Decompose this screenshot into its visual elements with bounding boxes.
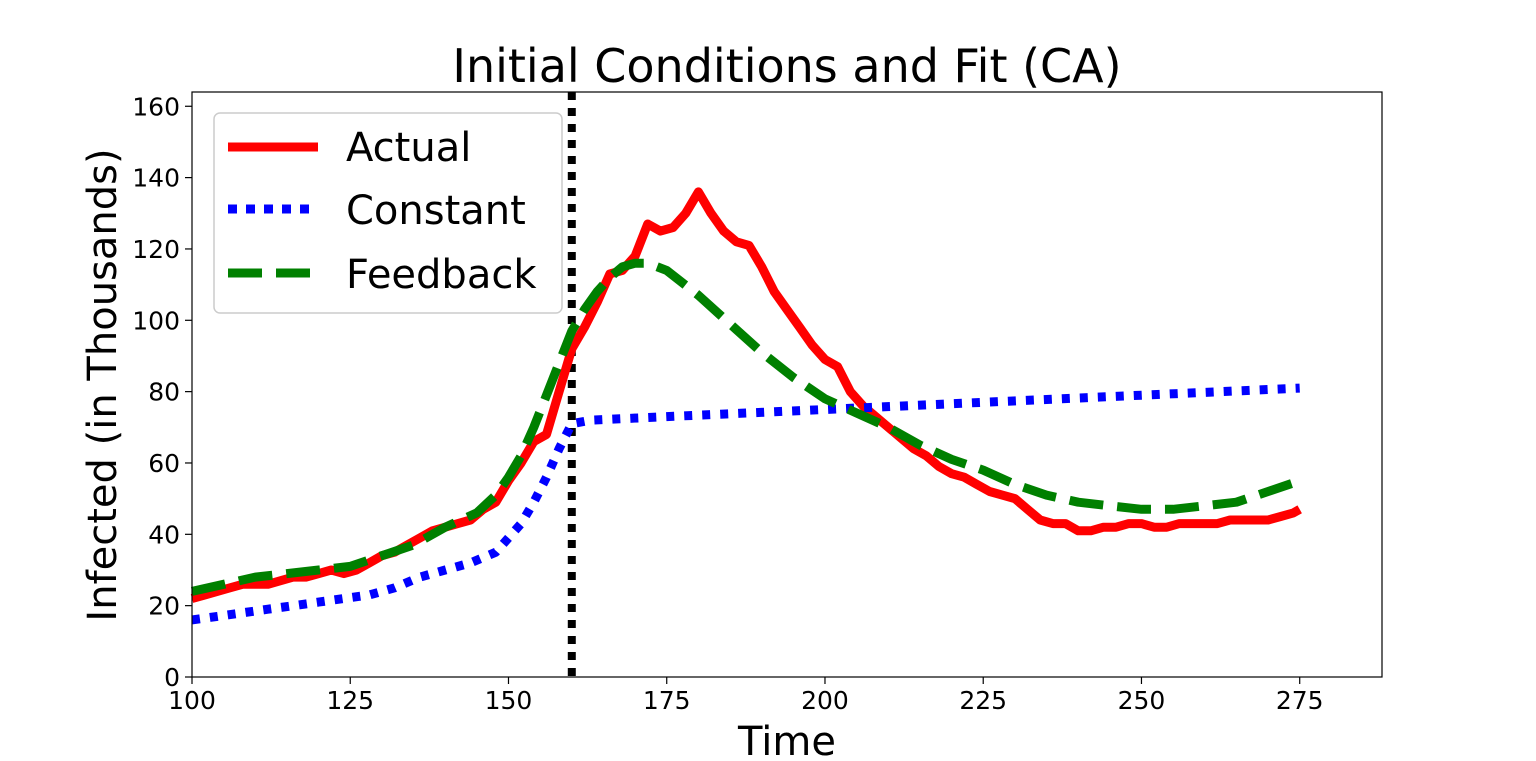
x-tick-label: 175 xyxy=(643,686,691,715)
series-layer xyxy=(190,187,1302,625)
series-line-feedback xyxy=(191,258,1302,596)
x-tick-label: 200 xyxy=(801,686,849,715)
y-axis-label: Infected (in Thousands) xyxy=(80,148,126,621)
legend-box xyxy=(213,112,563,314)
y-tick-label: 0 xyxy=(164,663,180,692)
y-tick-label: 80 xyxy=(148,378,180,407)
legend-label-constant: Constant xyxy=(346,188,526,234)
series-line-actual xyxy=(190,187,1302,603)
legend-label-feedback: Feedback xyxy=(346,252,537,298)
y-tick-label: 40 xyxy=(148,520,180,549)
y-tick-label: 160 xyxy=(132,92,180,121)
y-tick-label: 120 xyxy=(132,235,180,264)
y-tick-label: 20 xyxy=(148,592,180,621)
x-tick-label: 250 xyxy=(1118,686,1166,715)
axes-layer: 100 125 150 175 200 225 250 275 0 20 40 60 80 100 120 1… xyxy=(132,91,1383,715)
y-tick-label: 140 xyxy=(132,164,180,193)
y-tick-label: 60 xyxy=(148,449,180,478)
x-tick-label: 275 xyxy=(1276,686,1324,715)
legend-label-actual: Actual xyxy=(346,125,471,171)
x-tick-label: 225 xyxy=(959,686,1007,715)
x-tick-label: 100 xyxy=(168,686,216,715)
legend: Actual Constant Feedback xyxy=(213,112,563,314)
chart-title: Initial Conditions and Fit (CA) xyxy=(452,39,1121,93)
x-tick-label: 150 xyxy=(485,686,533,715)
x-axis-label: Time xyxy=(737,719,836,761)
x-tick-label: 125 xyxy=(326,686,374,715)
plot-frame xyxy=(191,91,1383,678)
y-tick-label: 100 xyxy=(132,306,180,335)
